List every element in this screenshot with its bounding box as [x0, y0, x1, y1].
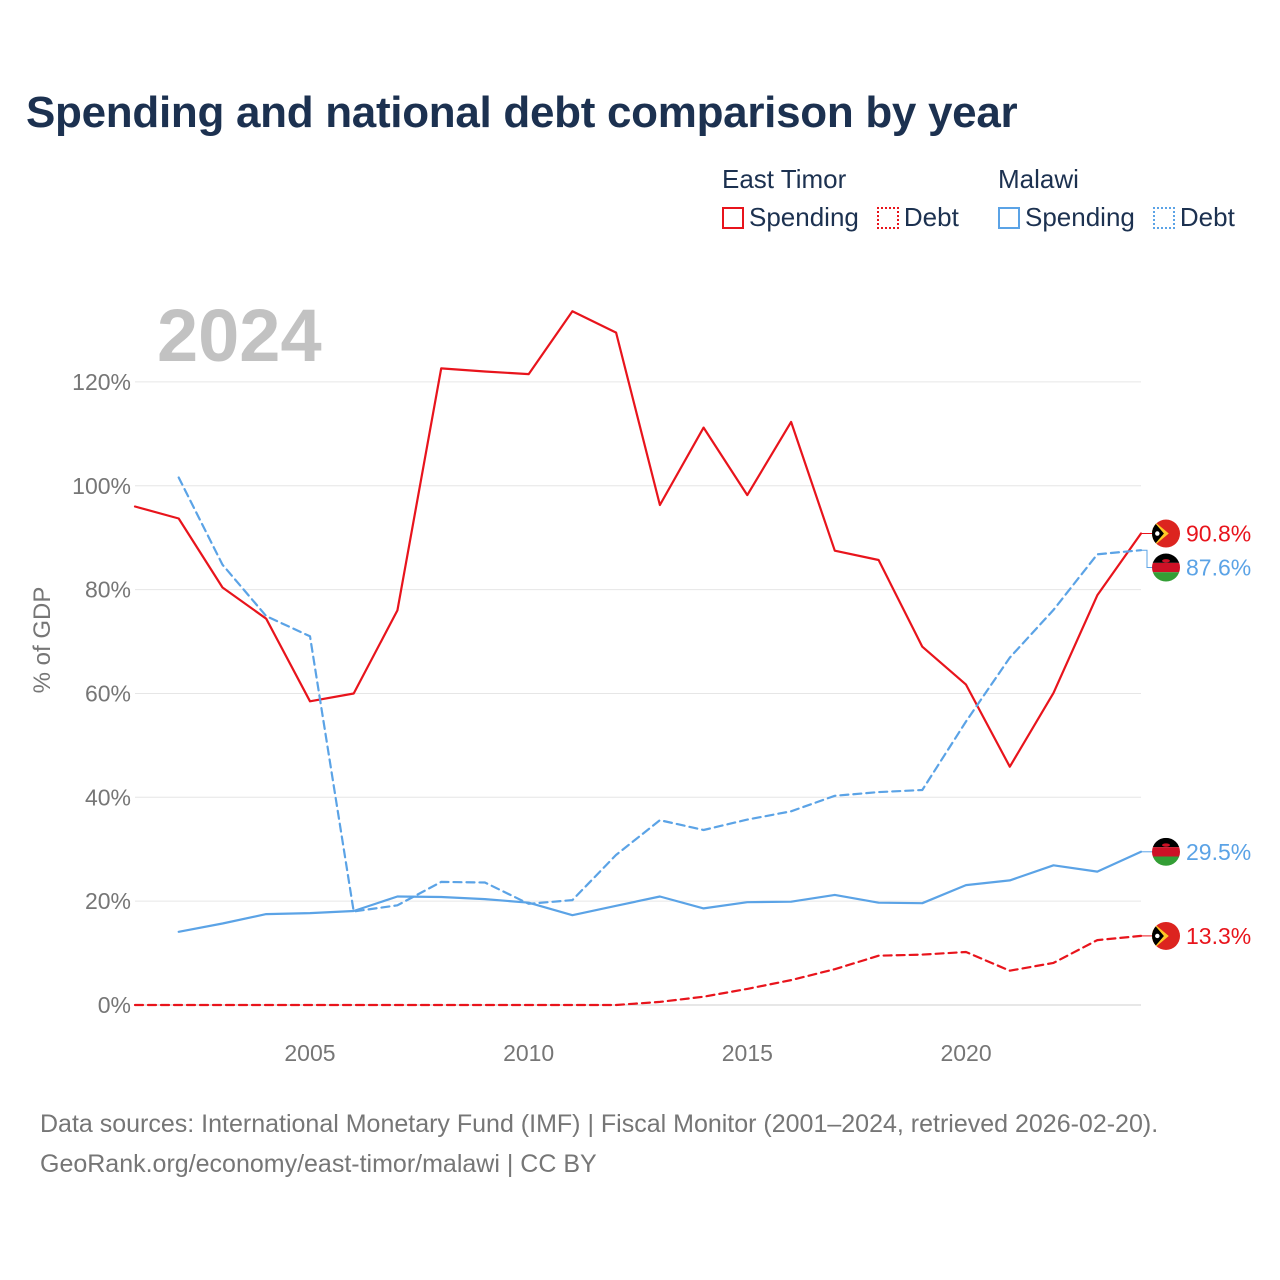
end-label-leader [1141, 549, 1153, 568]
legend-item-label: Spending [749, 202, 859, 232]
legend-swatch-dotted [1152, 206, 1175, 229]
y-tick-label: 20% [85, 888, 131, 914]
east-timor-flag-icon [1152, 921, 1180, 950]
legend-malawi: Malawi Spending Debt [998, 160, 1235, 233]
legend-malawi-spending[interactable]: Spending [998, 202, 1135, 233]
legend-east-timor-spending[interactable]: Spending [722, 202, 859, 233]
legend-group-label: East Timor [722, 164, 847, 194]
credit-link[interactable]: GeoRank.org/economy/east-timor/malawi | … [40, 1150, 597, 1178]
end-value-label: 29.5% [1186, 839, 1251, 865]
legend-swatch-dotted [876, 206, 899, 229]
end-label-east-timor-spending: 90.8% [1141, 519, 1251, 548]
y-tick-label: 80% [85, 577, 131, 603]
legend-swatch-solid [722, 206, 744, 229]
malawi-flag-icon [1152, 837, 1180, 866]
end-label-malawi-spending: 29.5% [1141, 837, 1251, 866]
grid-lines [135, 381, 1141, 1006]
year-label: 2024 [157, 294, 322, 377]
y-tick-label: 40% [85, 784, 131, 810]
east-timor-flag-icon [1152, 519, 1180, 548]
legend-east-timor: East Timor Spending Debt [722, 160, 959, 233]
end-label-east-timor-debt: 13.3% [1141, 921, 1251, 950]
legend-group-label: Malawi [998, 164, 1079, 194]
legend-item-label: Debt [903, 202, 959, 232]
end-value-label: 87.6% [1186, 555, 1251, 581]
end-value-label: 90.8% [1186, 521, 1251, 547]
y-tick-label: 120% [72, 369, 131, 395]
legend-item-label: Debt [1179, 202, 1235, 232]
series-line-east-timor-debt [133, 934, 1143, 1007]
footer: Data sources: International Monetary Fun… [40, 1104, 1158, 1184]
series-lines [133, 310, 1143, 1007]
legend-swatch-solid [998, 206, 1020, 229]
y-tick-label: 60% [85, 680, 131, 706]
series-line-malawi-spending [177, 850, 1143, 933]
legend-item-label: Spending [1025, 202, 1135, 232]
x-tick-label: 2020 [940, 1040, 991, 1066]
legend-east-timor-debt[interactable]: Debt [876, 202, 959, 233]
x-tick-label: 2015 [722, 1040, 773, 1066]
x-tick-label: 2005 [284, 1040, 335, 1066]
end-label-malawi-debt: 87.6% [1141, 549, 1251, 582]
y-tick-label: 0% [98, 992, 131, 1018]
malawi-flag-icon [1152, 553, 1180, 582]
series-line-east-timor-spending [133, 310, 1143, 768]
y-axis-ticks: 0% 20% 40% 60% 80% 100% 120% [72, 369, 131, 1018]
chart-title: Spending and national debt comparison by… [26, 88, 1018, 137]
y-axis-title: % of GDP [29, 587, 56, 694]
end-labels: 90.8% 87.6% 29.5% 13.3% [1141, 519, 1251, 950]
x-tick-label: 2010 [503, 1040, 554, 1066]
series-line-malawi-debt [177, 476, 1143, 913]
data-source-note: Data sources: International Monetary Fun… [40, 1110, 1159, 1138]
end-value-label: 13.3% [1186, 923, 1251, 949]
x-axis-ticks: 2005 2010 2015 2020 [284, 1040, 991, 1066]
legend-malawi-debt[interactable]: Debt [1152, 202, 1235, 233]
y-tick-label: 100% [72, 473, 131, 499]
